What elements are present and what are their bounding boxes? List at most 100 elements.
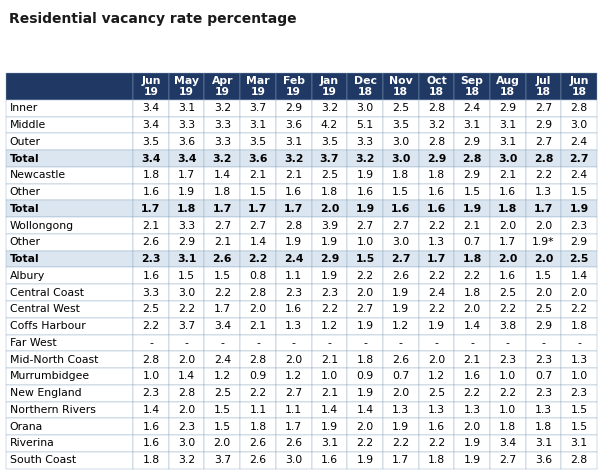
Text: 2.8: 2.8 (463, 154, 482, 163)
Text: 1.3: 1.3 (464, 405, 481, 415)
Text: 1.2: 1.2 (392, 321, 409, 331)
Text: 1.5: 1.5 (535, 271, 552, 281)
Text: 3.0: 3.0 (356, 103, 374, 113)
Text: 1.2: 1.2 (214, 372, 231, 382)
Text: 2.0: 2.0 (178, 405, 195, 415)
Bar (311, 301, 347, 318)
Text: 2.3: 2.3 (141, 254, 161, 264)
Text: 2.6: 2.6 (250, 439, 266, 448)
Text: 1.9: 1.9 (464, 439, 481, 448)
Text: 1.0: 1.0 (499, 372, 517, 382)
Bar (383, 167, 419, 184)
Bar (562, 351, 597, 368)
Text: 1.7: 1.7 (212, 204, 232, 214)
Bar (276, 385, 311, 402)
Text: 1.8: 1.8 (250, 422, 266, 432)
Bar (562, 234, 597, 251)
Bar (490, 234, 526, 251)
Text: 2.0: 2.0 (428, 355, 445, 365)
Bar (276, 318, 311, 334)
Bar (490, 368, 526, 385)
Bar (526, 184, 562, 201)
Bar (526, 133, 562, 150)
Text: 2.2: 2.2 (571, 304, 588, 314)
Text: 2.2: 2.2 (464, 388, 481, 398)
Text: 1.6: 1.6 (428, 187, 445, 197)
Text: 4.2: 4.2 (321, 120, 338, 130)
Bar (311, 351, 347, 368)
Bar (133, 184, 169, 201)
Bar (526, 402, 562, 418)
Text: Jun
18: Jun 18 (569, 76, 589, 97)
Bar (347, 368, 383, 385)
Bar (205, 100, 240, 117)
Text: 1.9: 1.9 (392, 288, 409, 298)
Bar (276, 268, 311, 284)
Bar (133, 268, 169, 284)
Bar (169, 418, 205, 435)
Bar (562, 284, 597, 301)
Text: Far West: Far West (10, 338, 56, 348)
Text: 3.1: 3.1 (177, 254, 196, 264)
Text: 2.6: 2.6 (392, 271, 409, 281)
Text: 3.5: 3.5 (250, 137, 266, 147)
Bar (454, 117, 490, 133)
Bar (347, 167, 383, 184)
Bar (240, 301, 276, 318)
Bar (562, 167, 597, 184)
Text: Jun
19: Jun 19 (141, 76, 161, 97)
Text: 1.6: 1.6 (142, 439, 160, 448)
Text: 1.1: 1.1 (250, 405, 266, 415)
Bar (133, 117, 169, 133)
Text: 2.4: 2.4 (571, 171, 588, 180)
Bar (169, 217, 205, 234)
Bar (169, 133, 205, 150)
Text: 1.5: 1.5 (355, 254, 374, 264)
Text: 1.4: 1.4 (250, 237, 266, 247)
Bar (240, 385, 276, 402)
Bar (276, 184, 311, 201)
Bar (526, 201, 562, 217)
Text: 1.9: 1.9 (392, 422, 409, 432)
Bar (133, 251, 169, 268)
Bar (383, 133, 419, 150)
Text: 2.6: 2.6 (392, 355, 409, 365)
Bar (526, 301, 562, 318)
Text: -: - (363, 338, 367, 348)
Bar (490, 418, 526, 435)
Text: 2.2: 2.2 (248, 254, 268, 264)
Bar (383, 385, 419, 402)
Text: Jan
19: Jan 19 (320, 76, 339, 97)
Text: Total: Total (10, 254, 39, 264)
Text: 1.4: 1.4 (464, 321, 481, 331)
Bar (454, 334, 490, 351)
Text: 1.5: 1.5 (571, 187, 588, 197)
Bar (169, 251, 205, 268)
Bar (490, 117, 526, 133)
Text: 2.6: 2.6 (142, 237, 160, 247)
Text: 2.2: 2.2 (214, 288, 231, 298)
Bar (562, 117, 597, 133)
Text: Central West: Central West (10, 304, 79, 314)
Bar (6, 334, 133, 351)
Bar (526, 452, 562, 469)
Bar (205, 301, 240, 318)
Bar (205, 234, 240, 251)
Bar (562, 368, 597, 385)
Text: -: - (577, 338, 581, 348)
Text: 3.2: 3.2 (284, 154, 304, 163)
Text: 2.9: 2.9 (427, 154, 446, 163)
Text: 1.9*: 1.9* (532, 237, 555, 247)
Bar (347, 251, 383, 268)
Bar (383, 284, 419, 301)
Bar (526, 351, 562, 368)
Bar (383, 418, 419, 435)
Bar (562, 385, 597, 402)
Bar (276, 234, 311, 251)
Text: Total: Total (10, 154, 39, 163)
Bar (454, 268, 490, 284)
Bar (419, 351, 454, 368)
Bar (347, 150, 383, 167)
Text: 1.3: 1.3 (428, 405, 445, 415)
Text: 1.8: 1.8 (463, 254, 482, 264)
